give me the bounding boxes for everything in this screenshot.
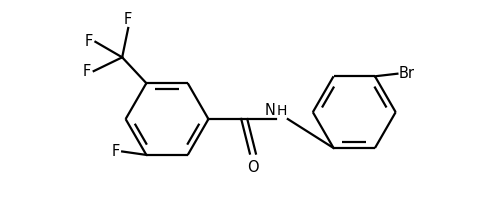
Text: F: F — [112, 144, 120, 159]
Text: F: F — [85, 34, 93, 49]
Text: F: F — [83, 64, 91, 79]
Text: H: H — [276, 104, 287, 118]
Text: N: N — [265, 103, 276, 118]
Text: O: O — [247, 160, 258, 176]
Text: F: F — [124, 12, 132, 27]
Text: Br: Br — [399, 66, 415, 81]
